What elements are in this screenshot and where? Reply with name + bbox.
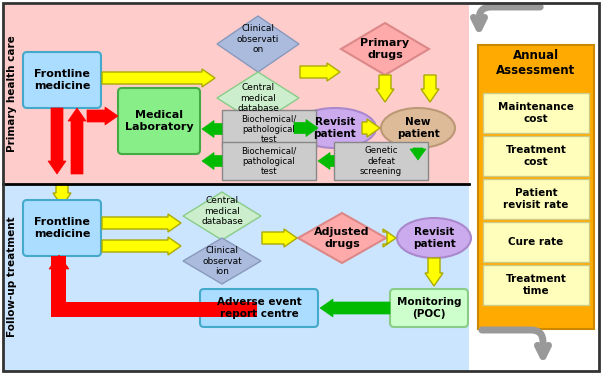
Text: Biochemical/
pathological
test: Biochemical/ pathological test bbox=[241, 146, 297, 176]
Text: Clinical
observat
ion: Clinical observat ion bbox=[202, 246, 242, 276]
Text: Adjusted
drugs: Adjusted drugs bbox=[314, 227, 370, 249]
FancyBboxPatch shape bbox=[483, 265, 589, 305]
FancyBboxPatch shape bbox=[51, 256, 66, 317]
Ellipse shape bbox=[294, 108, 376, 148]
Polygon shape bbox=[376, 75, 394, 102]
Polygon shape bbox=[217, 16, 299, 72]
Text: Primary
drugs: Primary drugs bbox=[361, 38, 409, 60]
Polygon shape bbox=[87, 107, 118, 125]
FancyBboxPatch shape bbox=[3, 5, 469, 184]
Text: Monitoring
(POC): Monitoring (POC) bbox=[397, 297, 461, 319]
FancyBboxPatch shape bbox=[483, 136, 589, 176]
Text: Medical
Laboratory: Medical Laboratory bbox=[125, 110, 193, 132]
Text: Frontline
medicine: Frontline medicine bbox=[34, 217, 90, 239]
Polygon shape bbox=[183, 238, 261, 284]
FancyBboxPatch shape bbox=[390, 289, 468, 327]
Text: Revisit
patient: Revisit patient bbox=[412, 227, 455, 249]
FancyBboxPatch shape bbox=[222, 142, 316, 180]
Text: New
patient: New patient bbox=[397, 117, 439, 139]
Polygon shape bbox=[262, 229, 297, 247]
Polygon shape bbox=[410, 148, 426, 160]
Polygon shape bbox=[425, 258, 443, 286]
FancyBboxPatch shape bbox=[483, 222, 589, 262]
Text: Adverse event
report centre: Adverse event report centre bbox=[217, 297, 302, 319]
Polygon shape bbox=[318, 153, 334, 169]
Polygon shape bbox=[341, 23, 429, 75]
Text: Central
medical
database: Central medical database bbox=[201, 196, 243, 226]
Polygon shape bbox=[68, 108, 86, 174]
FancyBboxPatch shape bbox=[23, 200, 101, 256]
Text: Biochemical/
pathological
test: Biochemical/ pathological test bbox=[241, 114, 297, 144]
Ellipse shape bbox=[397, 218, 471, 258]
FancyBboxPatch shape bbox=[200, 289, 318, 327]
FancyBboxPatch shape bbox=[478, 45, 594, 329]
FancyBboxPatch shape bbox=[118, 88, 200, 154]
Polygon shape bbox=[202, 120, 222, 138]
Text: Patient
revisit rate: Patient revisit rate bbox=[503, 188, 569, 210]
Polygon shape bbox=[102, 214, 181, 232]
Polygon shape bbox=[183, 192, 261, 240]
FancyBboxPatch shape bbox=[483, 179, 589, 219]
FancyBboxPatch shape bbox=[483, 93, 589, 133]
Text: Annual
Assessment: Annual Assessment bbox=[497, 49, 576, 77]
Text: Central
medical
database: Central medical database bbox=[237, 83, 279, 113]
Polygon shape bbox=[300, 63, 340, 81]
Text: Revisit
patient: Revisit patient bbox=[314, 117, 356, 139]
Polygon shape bbox=[48, 108, 66, 174]
Polygon shape bbox=[102, 237, 181, 255]
Ellipse shape bbox=[381, 108, 455, 148]
FancyBboxPatch shape bbox=[3, 184, 469, 371]
Text: Treatment
time: Treatment time bbox=[506, 274, 566, 296]
Text: Follow-up treatment: Follow-up treatment bbox=[7, 217, 17, 337]
Text: Cure rate: Cure rate bbox=[508, 237, 563, 247]
Text: Genetic
defeat
screening: Genetic defeat screening bbox=[360, 146, 402, 176]
FancyBboxPatch shape bbox=[57, 302, 257, 317]
Polygon shape bbox=[320, 299, 390, 317]
Polygon shape bbox=[53, 184, 71, 206]
Polygon shape bbox=[421, 75, 439, 102]
Text: Maintenance
cost: Maintenance cost bbox=[498, 102, 574, 124]
Polygon shape bbox=[294, 120, 318, 137]
Polygon shape bbox=[362, 119, 380, 137]
FancyBboxPatch shape bbox=[23, 52, 101, 108]
Polygon shape bbox=[202, 153, 222, 169]
FancyBboxPatch shape bbox=[222, 110, 316, 148]
Polygon shape bbox=[298, 213, 386, 263]
Text: Treatment
cost: Treatment cost bbox=[506, 145, 566, 167]
Polygon shape bbox=[383, 229, 396, 247]
Polygon shape bbox=[49, 255, 69, 279]
Text: Primary health care: Primary health care bbox=[7, 36, 17, 152]
Polygon shape bbox=[217, 72, 299, 124]
Text: Frontline
medicine: Frontline medicine bbox=[34, 69, 90, 91]
Polygon shape bbox=[102, 69, 215, 87]
Text: Clinical
observati
on: Clinical observati on bbox=[237, 24, 279, 54]
FancyBboxPatch shape bbox=[334, 142, 428, 180]
